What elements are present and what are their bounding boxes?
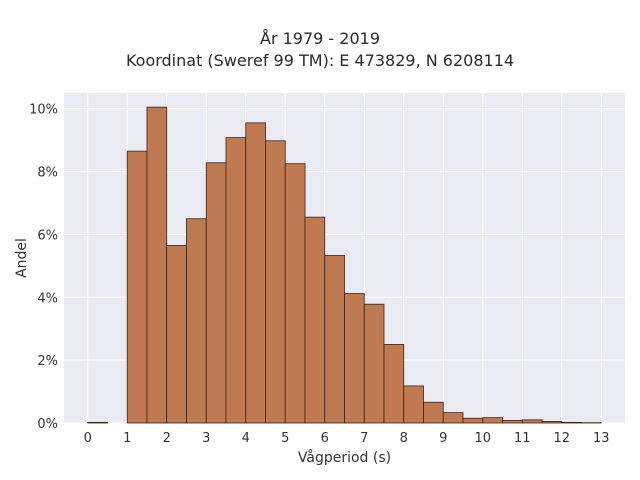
histogram-bar bbox=[324, 255, 345, 424]
histogram-bar bbox=[146, 106, 168, 424]
x-tick-label: 1 bbox=[123, 431, 131, 446]
histogram-bar bbox=[442, 412, 464, 424]
histogram-bar bbox=[363, 303, 385, 424]
x-tick-label: 3 bbox=[202, 431, 210, 446]
histogram-bar bbox=[521, 419, 543, 424]
x-tick-label: 6 bbox=[321, 431, 329, 446]
y-tick-label: 0% bbox=[37, 417, 58, 432]
histogram-bar bbox=[245, 122, 266, 424]
histogram-bar bbox=[541, 421, 563, 424]
y-axis-label: Andel bbox=[14, 238, 30, 278]
x-tick-label: 7 bbox=[360, 431, 368, 446]
histogram-bar bbox=[383, 344, 405, 424]
y-tick-label: 10% bbox=[29, 103, 58, 118]
chart-subtitle: Koordinat (Sweref 99 TM): E 473829, N 62… bbox=[125, 51, 515, 70]
y-tick-label: 2% bbox=[37, 354, 58, 369]
histogram-bar bbox=[166, 245, 187, 424]
x-tick-label: 2 bbox=[163, 431, 171, 446]
histogram-bar bbox=[482, 417, 503, 424]
x-axis-label: Vågperiod (s) bbox=[298, 449, 391, 466]
histogram-bar bbox=[561, 421, 582, 424]
histogram-bar bbox=[462, 417, 484, 424]
y-tick-label: 4% bbox=[37, 291, 58, 306]
histogram-bar bbox=[225, 137, 247, 424]
histogram-bar bbox=[265, 140, 286, 424]
x-tick-label: 9 bbox=[439, 431, 447, 446]
x-tick-label: 11 bbox=[514, 431, 531, 446]
x-tick-label: 5 bbox=[281, 431, 289, 446]
histogram-bar bbox=[423, 401, 444, 424]
histogram-bar bbox=[284, 163, 306, 424]
y-tick-label: 8% bbox=[37, 166, 58, 181]
histogram-bar bbox=[186, 218, 207, 424]
histogram-bar bbox=[344, 293, 365, 424]
histogram-bar bbox=[304, 216, 326, 424]
x-tick-label: 10 bbox=[475, 431, 492, 446]
x-tick-label: 12 bbox=[554, 431, 571, 446]
y-tick-label: 6% bbox=[37, 228, 58, 243]
x-tick-label: 4 bbox=[242, 431, 250, 446]
x-tick-label: 0 bbox=[84, 431, 92, 446]
x-tick-label: 13 bbox=[593, 431, 610, 446]
histogram-bar bbox=[502, 420, 523, 424]
histogram-bar bbox=[87, 421, 108, 424]
histogram-bar bbox=[126, 150, 148, 424]
histogram-bar bbox=[205, 162, 227, 424]
x-tick-label: 8 bbox=[400, 431, 408, 446]
chart-title: År 1979 - 2019 bbox=[260, 29, 380, 48]
histogram-bar bbox=[403, 385, 424, 424]
